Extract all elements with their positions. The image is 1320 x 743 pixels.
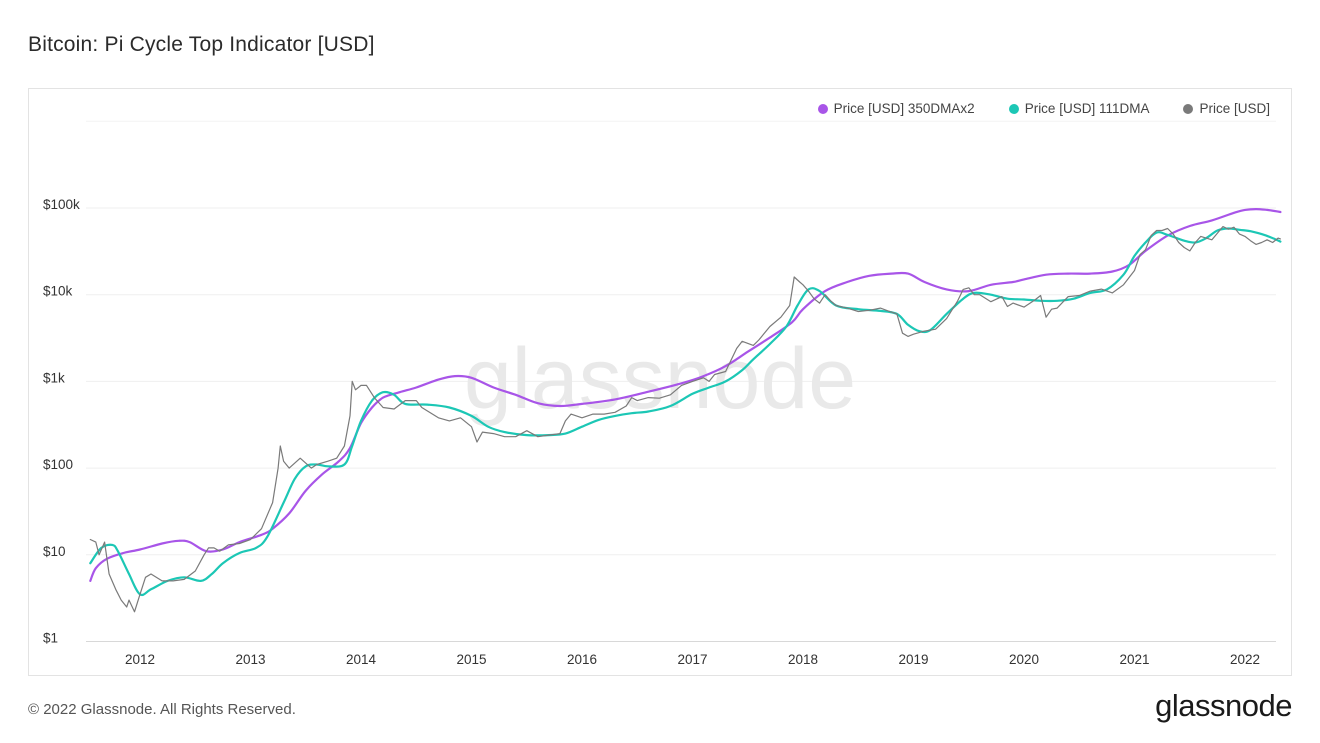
legend: Price [USD] 350DMAx2 Price [USD] 111DMA … (817, 101, 1270, 116)
series-line-price[interactable] (89, 226, 1281, 613)
x-tick-label: 2015 (456, 652, 486, 667)
y-tick-label: $100k (43, 197, 80, 212)
series-lines (89, 208, 1282, 613)
legend-dot-111dma (1008, 103, 1019, 114)
y-axis-ticks: $1 $10 $100 $1k $10k $100k (43, 197, 80, 646)
x-tick-label: 2017 (677, 652, 707, 667)
legend-label-price: Price [USD] (1199, 101, 1270, 116)
series-line-111dma[interactable] (89, 227, 1282, 597)
y-tick-label: $10k (43, 284, 73, 299)
legend-dot-price (1183, 103, 1194, 114)
x-tick-label: 2022 (1230, 652, 1260, 667)
chart-panel: Price [USD] 350DMAx2 Price [USD] 111DMA … (28, 88, 1292, 676)
y-tick-label: $10 (43, 544, 66, 559)
legend-label-350dmax2: Price [USD] 350DMAx2 (833, 101, 975, 116)
legend-item-111dma[interactable]: Price [USD] 111DMA (1008, 101, 1150, 116)
copyright-footer: © 2022 Glassnode. All Rights Reserved. (28, 701, 296, 718)
legend-dot-350dmax2 (817, 103, 828, 114)
y-tick-label: $100 (43, 457, 73, 472)
y-tick-label: $1k (43, 370, 65, 385)
y-tick-label: $1 (43, 631, 58, 646)
x-tick-label: 2018 (788, 652, 818, 667)
series-line-350dmax2[interactable] (89, 208, 1282, 582)
chart-title: Bitcoin: Pi Cycle Top Indicator [USD] (28, 33, 375, 56)
legend-item-350dmax2[interactable]: Price [USD] 350DMAx2 (817, 101, 975, 116)
x-tick-label: 2014 (346, 652, 377, 667)
x-tick-label: 2012 (125, 652, 155, 667)
legend-label-111dma: Price [USD] 111DMA (1024, 101, 1150, 116)
x-tick-label: 2016 (567, 652, 597, 667)
x-tick-label: 2019 (898, 652, 928, 667)
brand-logo[interactable]: glassnode (1155, 688, 1292, 723)
watermark: glassnode (464, 331, 856, 427)
x-axis-ticks: 2012 2013 2014 2015 2016 2017 2018 2019 2020 2021… (125, 652, 1260, 667)
x-tick-label: 2020 (1009, 652, 1039, 667)
legend-item-price[interactable]: Price [USD] (1183, 101, 1270, 116)
x-tick-label: 2013 (235, 652, 265, 667)
x-tick-label: 2021 (1119, 652, 1149, 667)
grid (86, 120, 1276, 642)
